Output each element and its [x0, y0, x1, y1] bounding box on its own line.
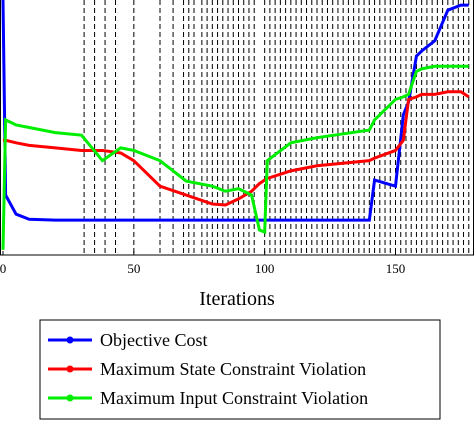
legend-dot	[66, 336, 74, 344]
x-tick-label: 50	[127, 261, 140, 276]
x-axis-label: Iterations	[199, 288, 275, 310]
series-line	[3, 90, 470, 207]
legend-box	[39, 319, 441, 420]
x-tick-label: 0	[0, 261, 6, 276]
legend-label: Maximum State Constraint Violation	[100, 359, 366, 379]
legend-dot	[66, 394, 74, 402]
series-line	[1, 64, 469, 250]
series-line	[1, 0, 469, 222]
x-tick-label: 100	[255, 261, 275, 276]
legend-label: Objective Cost	[100, 330, 207, 350]
legend-label: Maximum Input Constraint Violation	[100, 388, 368, 408]
legend-dot	[66, 365, 74, 373]
x-tick-label: 150	[386, 261, 406, 276]
